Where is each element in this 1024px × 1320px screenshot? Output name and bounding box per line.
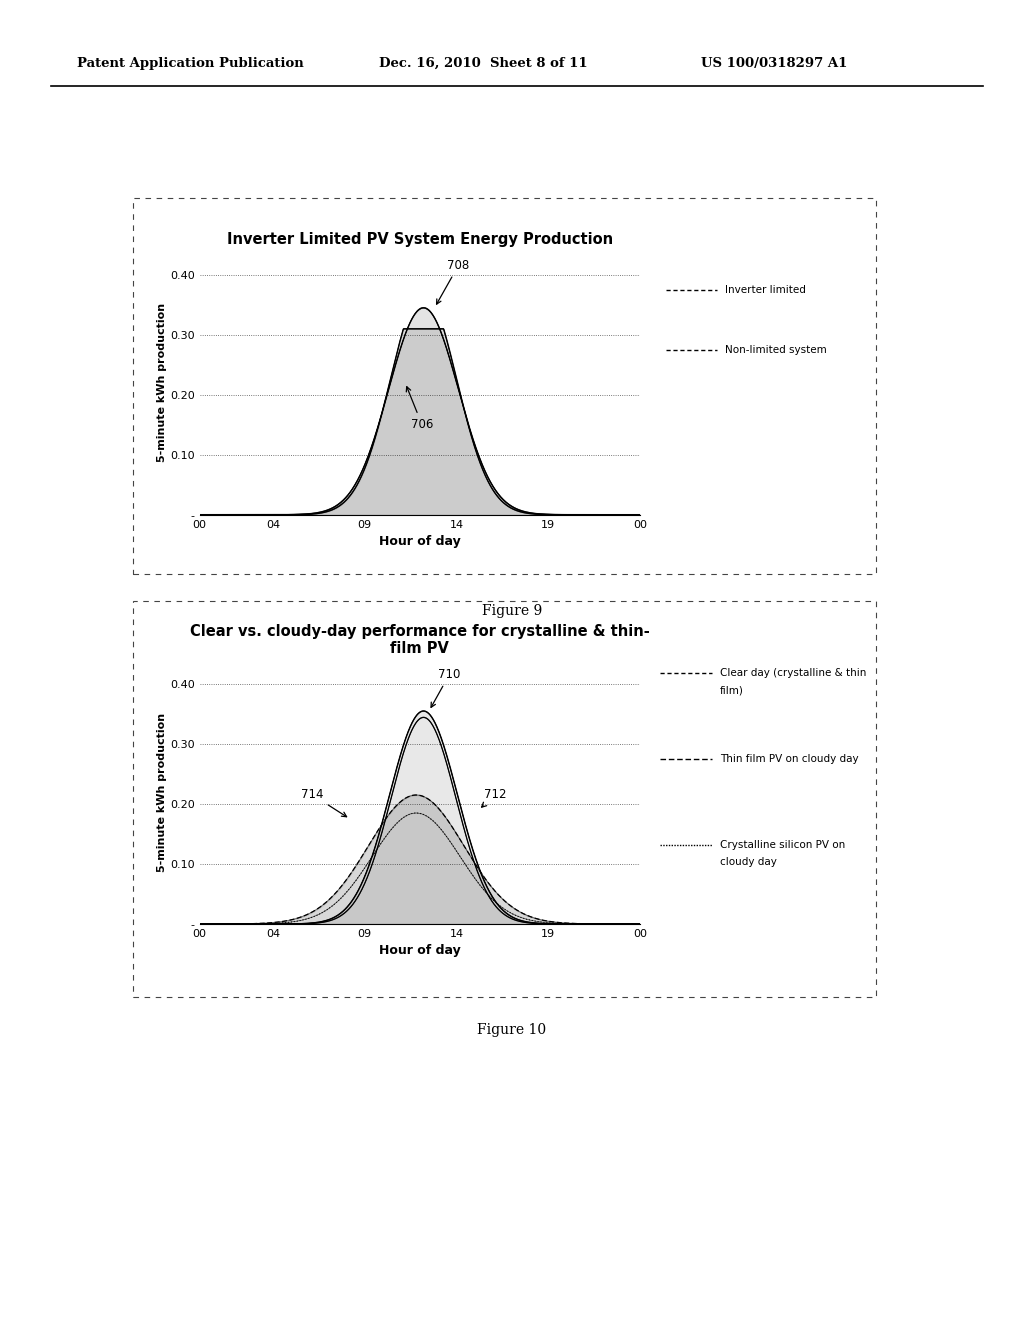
Y-axis label: 5-minute kWh production: 5-minute kWh production — [158, 304, 167, 462]
X-axis label: Hour of day: Hour of day — [379, 944, 461, 957]
Text: 712: 712 — [481, 788, 507, 807]
Text: Non-limited system: Non-limited system — [725, 345, 826, 355]
Text: Patent Application Publication: Patent Application Publication — [77, 57, 303, 70]
Text: Figure 10: Figure 10 — [477, 1023, 547, 1036]
Text: film): film) — [720, 685, 743, 696]
Text: 710: 710 — [431, 668, 461, 708]
Text: 714: 714 — [301, 788, 346, 817]
Y-axis label: 5-minute kWh production: 5-minute kWh production — [158, 713, 167, 871]
Text: Thin film PV on cloudy day: Thin film PV on cloudy day — [720, 754, 858, 764]
Text: cloudy day: cloudy day — [720, 857, 777, 867]
Title: Clear vs. cloudy-day performance for crystalline & thin-
film PV: Clear vs. cloudy-day performance for cry… — [190, 623, 649, 656]
X-axis label: Hour of day: Hour of day — [379, 535, 461, 548]
Text: Inverter limited: Inverter limited — [725, 285, 806, 296]
Text: Crystalline silicon PV on: Crystalline silicon PV on — [720, 840, 845, 850]
Title: Inverter Limited PV System Energy Production: Inverter Limited PV System Energy Produc… — [226, 232, 613, 247]
Text: US 100/0318297 A1: US 100/0318297 A1 — [701, 57, 848, 70]
Text: 706: 706 — [407, 387, 433, 430]
Text: Dec. 16, 2010  Sheet 8 of 11: Dec. 16, 2010 Sheet 8 of 11 — [379, 57, 588, 70]
Text: Figure 9: Figure 9 — [482, 605, 542, 618]
Text: 708: 708 — [436, 259, 470, 304]
Text: Clear day (crystalline & thin: Clear day (crystalline & thin — [720, 668, 866, 678]
